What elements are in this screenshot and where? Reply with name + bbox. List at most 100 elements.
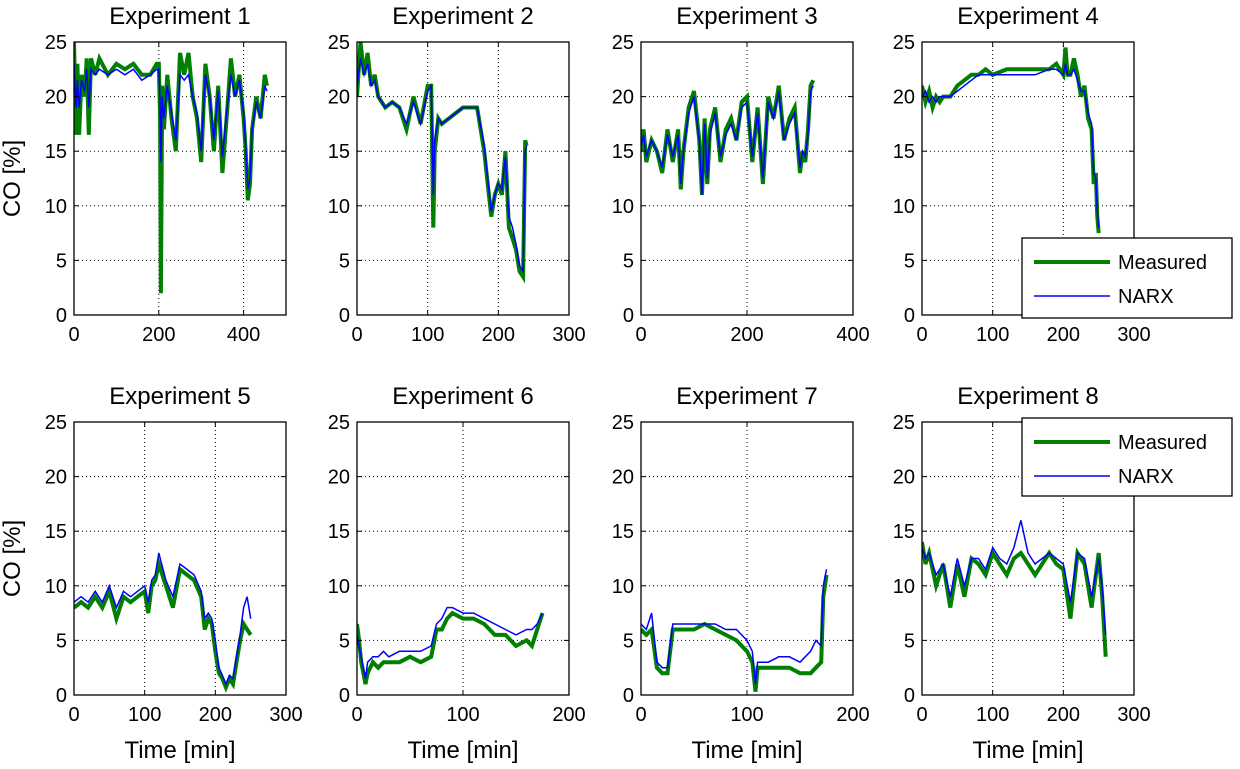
- panel-8: 0 100 200 300 0 5 10 15 20 25 Experiment 8 Time [mi…: [893, 383, 1233, 764]
- y-tick-label: 25: [893, 412, 915, 434]
- series-group: [922, 520, 1108, 657]
- y-tick-label: 25: [45, 412, 67, 434]
- panel-title: Experiment 2: [392, 3, 533, 30]
- measured-line: [74, 42, 269, 294]
- y-tick-label: 10: [893, 196, 915, 218]
- legend: Measured NARX: [1021, 237, 1233, 319]
- measured-line: [357, 610, 545, 685]
- y-tick-label: 25: [893, 32, 915, 54]
- y-tick-label: 10: [45, 196, 67, 218]
- x-tick-label: 0: [351, 704, 362, 726]
- narx-line: [357, 606, 544, 679]
- y-tick-label: 10: [893, 576, 915, 598]
- y-tick-label: 20: [328, 87, 350, 109]
- panel-6: 0 100 200 0 5 10 15 20 25 Experiment 6 Time [min]: [328, 383, 586, 764]
- y-tick-label: 10: [328, 196, 350, 218]
- measured-line: [641, 574, 829, 692]
- y-tick-label: 0: [904, 305, 915, 327]
- x-tick-label: 0: [916, 324, 927, 346]
- x-axis-label: Time [min]: [972, 737, 1083, 764]
- legend-narx-label: NARX: [1118, 286, 1174, 308]
- x-tick-label: 300: [269, 704, 302, 726]
- axes-box: [356, 41, 570, 316]
- y-tick-label: 5: [623, 630, 634, 652]
- x-axis-label: Time [min]: [691, 737, 802, 764]
- series-group: [74, 552, 253, 693]
- y-tick-label: 5: [623, 250, 634, 272]
- legend-measured-label: Measured: [1118, 432, 1207, 454]
- legend-box: [1021, 417, 1233, 497]
- measured-line: [357, 42, 529, 284]
- legend: Measured NARX: [1021, 417, 1233, 497]
- narx-line: [357, 58, 528, 274]
- y-tick-label: 25: [328, 32, 350, 54]
- x-tick-label: 0: [635, 704, 646, 726]
- measured-line: [74, 556, 253, 693]
- y-tick-label: 25: [612, 32, 634, 54]
- x-tick-label: 0: [916, 704, 927, 726]
- legend-box: [1021, 237, 1233, 319]
- y-tick-label: 20: [45, 87, 67, 109]
- x-tick-label: 200: [552, 704, 585, 726]
- series-group: [922, 47, 1101, 234]
- y-tick-label: 0: [339, 305, 350, 327]
- x-axis-label: Time [min]: [124, 737, 235, 764]
- y-tick-label: 15: [45, 141, 67, 163]
- series-group: [357, 42, 529, 284]
- y-tick-label: 20: [612, 87, 634, 109]
- panel-title: Experiment 3: [676, 3, 817, 30]
- x-tick-label: 400: [227, 324, 260, 346]
- series-group: [641, 569, 829, 692]
- panel-2: 0 100 200 300 0 5 10 15 20 25 Experiment 2: [328, 3, 586, 346]
- panel-1: 0 200 400 0 5 10 15 20 25 Experiment 1 CO [%]: [0, 3, 287, 346]
- y-tick-label: 15: [45, 521, 67, 543]
- x-tick-label: 100: [976, 324, 1009, 346]
- series-group: [357, 606, 545, 685]
- x-tick-label: 200: [1047, 324, 1080, 346]
- y-tick-label: 20: [893, 467, 915, 489]
- x-axis-label: Time [min]: [407, 737, 518, 764]
- panel-4: 0 100 200 300 0 5 10 15 20 25 Experiment 4 Measured…: [893, 3, 1233, 346]
- narx-line: [641, 569, 828, 685]
- narx-line: [74, 63, 268, 190]
- x-tick-label: 100: [128, 704, 161, 726]
- y-tick-label: 15: [612, 521, 634, 543]
- y-tick-label: 20: [893, 87, 915, 109]
- narx-line: [74, 552, 252, 687]
- y-tick-label: 10: [328, 576, 350, 598]
- x-tick-label: 0: [351, 324, 362, 346]
- y-tick-label: 5: [56, 250, 67, 272]
- panel-title: Experiment 7: [676, 383, 817, 410]
- y-tick-label: 25: [328, 412, 350, 434]
- y-tick-label: 0: [904, 685, 915, 707]
- series-group: [641, 79, 816, 195]
- x-tick-label: 300: [552, 324, 585, 346]
- x-tick-label: 0: [68, 704, 79, 726]
- panel-title: Experiment 6: [392, 383, 533, 410]
- y-tick-label: 15: [893, 141, 915, 163]
- x-tick-label: 200: [836, 704, 869, 726]
- y-tick-label: 5: [904, 630, 915, 652]
- x-tick-label: 100: [411, 324, 444, 346]
- x-tick-label: 0: [635, 324, 646, 346]
- measured-line: [922, 541, 1108, 657]
- narx-line: [641, 85, 814, 195]
- x-tick-label: 0: [68, 324, 79, 346]
- legend-narx-label: NARX: [1118, 466, 1174, 488]
- y-tick-label: 15: [328, 521, 350, 543]
- x-tick-label: 200: [199, 704, 232, 726]
- y-tick-label: 5: [339, 630, 350, 652]
- y-tick-label: 5: [56, 630, 67, 652]
- y-axis-label: CO [%]: [0, 140, 26, 217]
- x-tick-label: 200: [482, 324, 515, 346]
- y-tick-label: 15: [328, 141, 350, 163]
- x-tick-label: 300: [1117, 324, 1150, 346]
- narx-line: [922, 520, 1107, 635]
- panel-title: Experiment 1: [109, 3, 250, 30]
- x-tick-label: 200: [1047, 704, 1080, 726]
- axes-box: [73, 41, 287, 316]
- y-tick-label: 10: [612, 576, 634, 598]
- panel-5: 0 100 200 300 0 5 10 15 20 25 Experiment 5 CO [%] Ti…: [0, 383, 303, 764]
- panel-title: Experiment 8: [957, 383, 1098, 410]
